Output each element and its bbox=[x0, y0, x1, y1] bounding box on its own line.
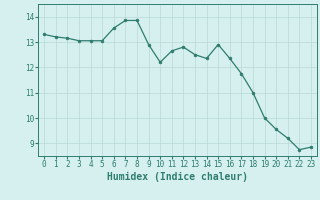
X-axis label: Humidex (Indice chaleur): Humidex (Indice chaleur) bbox=[107, 172, 248, 182]
